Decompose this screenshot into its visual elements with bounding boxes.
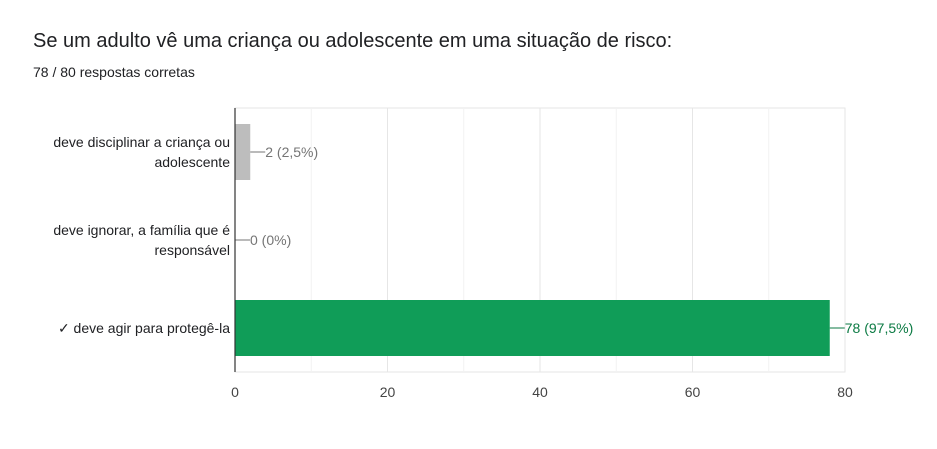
x-tick-label: 20 <box>380 384 396 400</box>
category-label: ✓ deve agir para protegê-la <box>58 320 230 336</box>
x-tick-label: 60 <box>685 384 701 400</box>
data-label: 0 (0%) <box>250 232 291 248</box>
x-tick-label: 40 <box>532 384 548 400</box>
x-tick-label: 0 <box>231 384 239 400</box>
bar <box>235 300 830 356</box>
bar <box>235 124 251 180</box>
question-title: Se um adulto vê uma criança ou adolescen… <box>33 30 673 52</box>
category-label: responsável <box>155 242 231 258</box>
data-label: 2 (2,5%) <box>265 144 318 160</box>
category-label: deve disciplinar a criança ou <box>53 134 230 150</box>
x-tick-label: 80 <box>837 384 853 400</box>
category-label: deve ignorar, a família que é <box>53 222 230 238</box>
category-label: adolescente <box>154 154 230 170</box>
correct-count: 78 / 80 respostas corretas <box>33 64 195 80</box>
data-label: 78 (97,5%) <box>845 320 913 336</box>
